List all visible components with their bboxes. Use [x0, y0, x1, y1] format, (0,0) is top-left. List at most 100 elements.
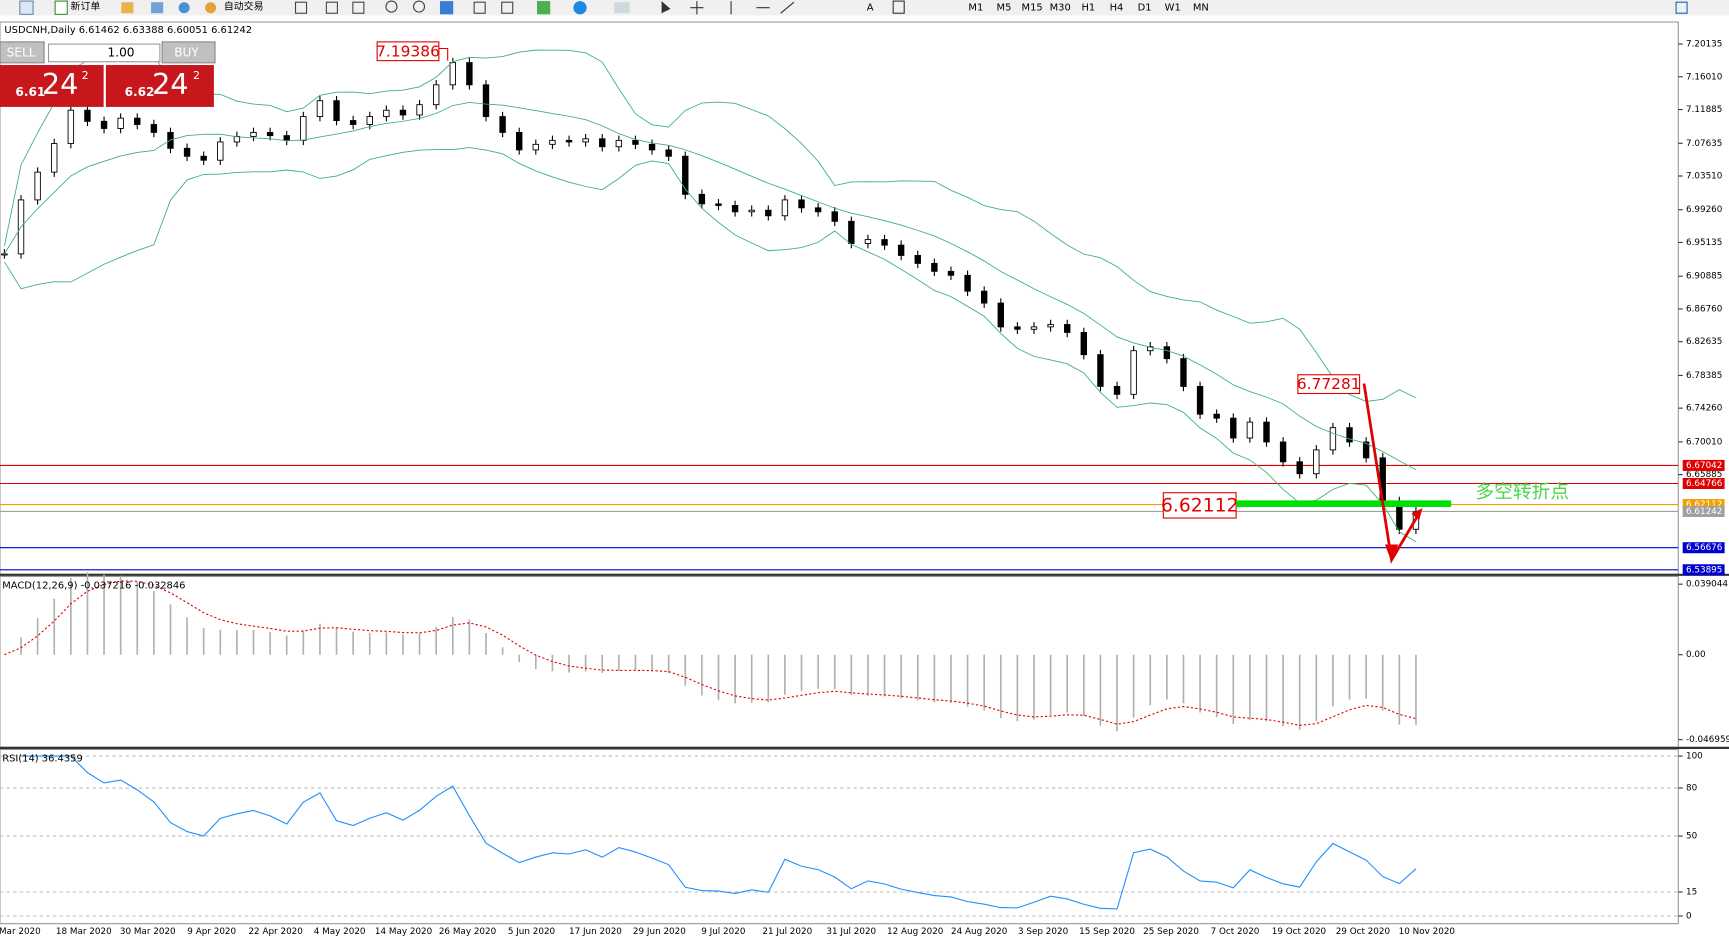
timeframe-button[interactable]: H1: [1081, 3, 1095, 14]
candle-body: [266, 131, 274, 137]
svg-text:A: A: [867, 3, 874, 14]
x-tick-label: 24 Aug 2020: [951, 927, 1008, 937]
sell-label: SELL: [7, 45, 36, 59]
timeframe-button[interactable]: MN: [1193, 3, 1209, 14]
candle-body: [1130, 350, 1137, 395]
candle-body: [964, 274, 971, 292]
price-level-tag: [1682, 542, 1725, 554]
sell-button[interactable]: [0, 41, 45, 64]
timeframe-button[interactable]: M30: [1050, 3, 1071, 14]
candle-body: [1313, 449, 1320, 475]
candle-body: [482, 84, 490, 118]
y-tick-label: 7.03510: [1686, 172, 1723, 182]
x-tick-label: 31 Jul 2020: [826, 927, 876, 937]
candle-body: [1296, 461, 1303, 475]
candle-body: [117, 117, 124, 129]
new-order-button[interactable]: 新订单: [71, 0, 101, 13]
x-tick-label: 12 Aug 2020: [887, 927, 944, 937]
candle-body: [349, 120, 357, 125]
timeframe-button[interactable]: M15: [1022, 3, 1043, 14]
y-tick-label: 6.90885: [1686, 272, 1722, 282]
timeframe-button[interactable]: H4: [1110, 3, 1124, 14]
y-tick-label: 7.07635: [1686, 139, 1722, 149]
chart-header: USDCNH,Daily 6.61462 6.63388 6.60051 6.6…: [4, 25, 252, 36]
candle-body: [582, 138, 589, 143]
candle-body: [383, 109, 390, 118]
candle-body: [366, 116, 373, 125]
candle-body: [200, 155, 207, 161]
x-tick-label: 26 May 2020: [439, 927, 497, 937]
y-tick-label: 15: [1686, 888, 1697, 898]
x-tick-label: 21 Jul 2020: [762, 927, 812, 937]
x-tick-label: 3 Sep 2020: [1018, 927, 1069, 937]
candle-body: [648, 143, 656, 151]
buy-price-box[interactable]: [105, 65, 214, 107]
candle-body: [1047, 324, 1054, 328]
y-tick-label: 6.65885: [1686, 470, 1722, 480]
annotations: 7.19386 6.77281 6.62112 多空转折点: [376, 41, 1569, 564]
candle-body: [1030, 326, 1038, 330]
candle-body: [399, 109, 407, 116]
candle-body: [432, 84, 440, 106]
y-tick-label: 6.78385: [1686, 371, 1722, 381]
y-tick-label: 6.82635: [1686, 337, 1722, 347]
x-tick-label: 18 Mar 2020: [56, 927, 112, 937]
x-tick-label: 4 May 2020: [314, 927, 366, 937]
x-tick-label: 17 Jun 2020: [569, 927, 622, 937]
candle-body: [1, 253, 8, 256]
candle-body: [1097, 354, 1104, 387]
y-tick-label: 0.00: [1686, 650, 1706, 660]
y-tick-label: 7.11885: [1686, 105, 1722, 115]
x-tick-label: 15 Sep 2020: [1079, 927, 1135, 937]
candle-body: [217, 141, 224, 161]
timeframe-button[interactable]: W1: [1165, 3, 1181, 14]
sell-price-box[interactable]: [0, 65, 104, 107]
y-tick-label: -0.046959: [1686, 735, 1729, 745]
candle-body: [34, 171, 41, 201]
pivot-note: 多空转折点: [1475, 482, 1569, 503]
bollinger-band: [3, 49, 1417, 402]
rsi-line: [21, 755, 1417, 910]
candle-body: [1263, 421, 1270, 443]
timeframe-button[interactable]: M1: [968, 3, 983, 14]
auto-trading-button[interactable]: 自动交易: [224, 0, 264, 13]
buy-price-big: 6.62: [125, 85, 155, 99]
buy-button[interactable]: [161, 41, 216, 64]
candle-body: [632, 139, 639, 145]
candle-body: [665, 149, 672, 157]
candle-body: [183, 147, 191, 157]
timeframe-button[interactable]: D1: [1138, 3, 1152, 14]
lot-input[interactable]: [47, 43, 161, 63]
lot-value: 1.00: [108, 45, 135, 59]
y-tick-label: 50: [1686, 832, 1698, 842]
price-level-tag: [1682, 564, 1725, 576]
bollinger-band: [4, 101, 1417, 471]
candle-body: [1113, 385, 1121, 395]
candle-body: [831, 211, 838, 222]
candle-body: [549, 139, 556, 145]
macd-label: MACD(12,26,9) -0.037216 -0.032846: [2, 580, 185, 591]
sell-price-big: 6.61: [15, 85, 45, 99]
y-tick-label: 0: [1686, 911, 1692, 921]
candle-body: [499, 116, 506, 133]
price-level-tag: [1682, 477, 1725, 490]
candle-body: [848, 220, 855, 244]
candle-body: [51, 143, 58, 173]
candle-body: [532, 143, 540, 151]
candle-body: [1196, 385, 1204, 415]
main-panel: [0, 21, 1679, 575]
candle-body: [765, 209, 772, 217]
price-level-label: 6.61242: [1686, 507, 1722, 517]
sell-price-sup: 2: [82, 69, 89, 82]
candle-body: [1213, 413, 1220, 419]
candle-body: [897, 244, 905, 256]
candle-body: [798, 199, 805, 209]
candle-body: [599, 138, 606, 148]
trade-panel: SELL 1.00 BUY 6.61 24 2 6.62 24 2: [0, 41, 216, 107]
timeframe-button[interactable]: M5: [997, 3, 1012, 14]
timeframes: M1 M5 M15 M30 H1 H4 D1 W1 MN: [968, 3, 1208, 14]
y-tick-label: 100: [1686, 752, 1703, 762]
candle-body: [283, 135, 290, 141]
candle-body: [516, 131, 523, 151]
